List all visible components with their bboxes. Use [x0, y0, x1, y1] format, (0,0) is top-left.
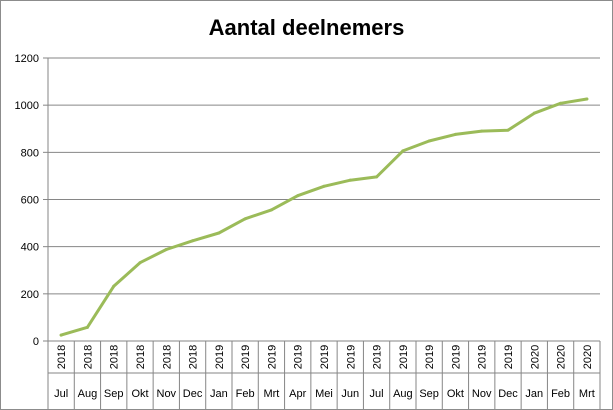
x-tick-label-month: Aug [393, 388, 413, 400]
data-point [217, 231, 221, 235]
x-tick-label-month: Jul [370, 388, 384, 400]
x-tick-label-year: 2018 [135, 345, 147, 369]
x-tick-label-month: Okt [447, 388, 464, 400]
x-tick-label-year: 2019 [424, 345, 436, 369]
x-tick-label-month: Feb [551, 388, 570, 400]
x-tick-label-month: Sep [419, 388, 439, 400]
x-tick-label-year: 2020 [582, 345, 594, 369]
x-tick-label-month: Aug [78, 388, 98, 400]
data-point [401, 149, 405, 153]
x-tick-label-year: 2019 [345, 345, 357, 369]
data-point [164, 247, 168, 251]
y-tick-label-1200: 1200 [15, 53, 39, 65]
data-point [243, 217, 247, 221]
x-tick-label-month: Nov [472, 388, 492, 400]
data-point [453, 132, 457, 136]
x-tick-label-month: Sep [104, 388, 124, 400]
data-point [559, 101, 563, 105]
y-tick-label-600: 600 [21, 195, 39, 207]
data-point [480, 129, 484, 133]
x-tick-label-year: 2019 [319, 345, 331, 369]
y-tick-label-0: 0 [33, 336, 39, 348]
x-tick-label-year: 2018 [161, 345, 173, 369]
x-tick-label-year: 2019 [214, 345, 226, 369]
data-point [585, 97, 589, 101]
x-tick-label-month: Feb [236, 388, 255, 400]
data-point [296, 194, 300, 198]
x-tick-label-month: Okt [131, 388, 148, 400]
x-tick-label-month: Mrt [263, 388, 279, 400]
series-line-0 [59, 97, 589, 337]
x-tick-label-year: 2019 [293, 345, 305, 369]
x-tick-label-month: Apr [289, 388, 306, 400]
x-tick-label-year: 2019 [240, 345, 252, 369]
data-point [85, 325, 89, 329]
x-tick-label-year: 2019 [450, 345, 462, 369]
data-point [427, 139, 431, 143]
data-point [375, 175, 379, 179]
data-point [138, 261, 142, 265]
x-tick-label-month: Jun [341, 388, 359, 400]
data-point [112, 284, 116, 288]
chart-title: Aantal deelnemers [208, 15, 405, 40]
data-point [532, 111, 536, 115]
x-tick-label-month: Mrt [579, 388, 595, 400]
y-tick-label-200: 200 [21, 289, 39, 301]
x-tick-label-year: 2018 [56, 345, 68, 369]
x-tick-label-month: Jan [525, 388, 543, 400]
x-tick-label-month: Dec [498, 388, 518, 400]
x-tick-label-month: Jan [210, 388, 228, 400]
y-tick-label-800: 800 [21, 147, 39, 159]
data-point [506, 128, 510, 132]
data-point [191, 239, 195, 243]
x-tick-label-month: Nov [157, 388, 177, 400]
x-tick-label-month: Jul [54, 388, 68, 400]
x-tick-label-year: 2019 [398, 345, 410, 369]
data-point [59, 333, 63, 337]
data-point [348, 178, 352, 182]
data-point [322, 184, 326, 188]
x-tick-label-year: 2019 [372, 345, 384, 369]
y-tick-label-1000: 1000 [15, 100, 39, 112]
x-tick-label-year: 2019 [266, 345, 278, 369]
x-tick-label-year: 2018 [109, 345, 121, 369]
y-tick-label-400: 400 [21, 242, 39, 254]
x-tick-label-year: 2020 [529, 345, 541, 369]
x-tick-label-month: Mei [315, 388, 333, 400]
x-tick-label-year: 2019 [503, 345, 515, 369]
x-tick-label-year: 2018 [188, 345, 200, 369]
x-tick-label-year: 2019 [477, 345, 489, 369]
data-point [269, 208, 273, 212]
x-tick-label-year: 2018 [82, 345, 94, 369]
x-tick-label-year: 2020 [556, 345, 568, 369]
x-tick-label-month: Dec [183, 388, 203, 400]
